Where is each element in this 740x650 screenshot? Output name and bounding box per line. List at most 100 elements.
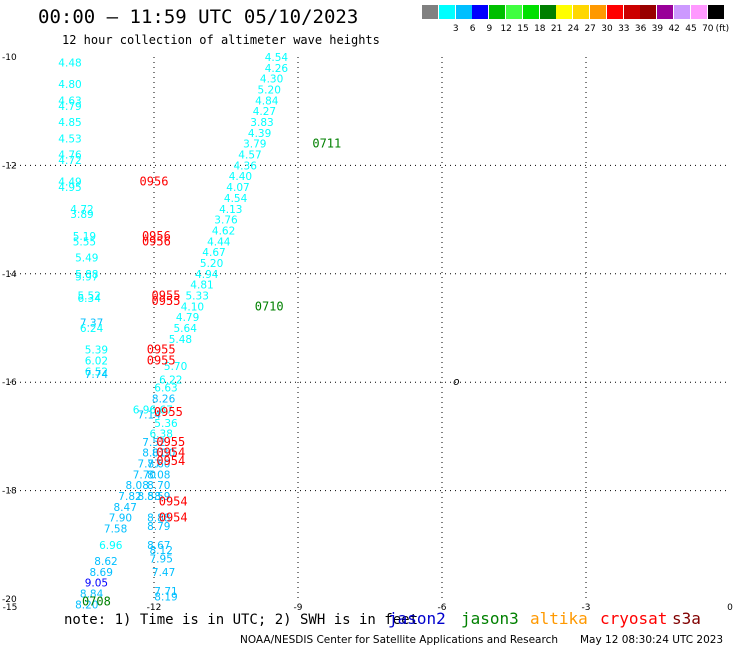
wave-height-value: 4.80	[58, 79, 81, 91]
legend-label: 9	[486, 24, 493, 34]
wave-height-value: 8.08	[126, 480, 149, 492]
wave-height-value: 4.62	[212, 225, 235, 237]
wave-height-value: 4.10	[181, 301, 204, 313]
wave-height-value: 5.52	[78, 290, 101, 302]
wave-height-value: 4.26	[265, 63, 289, 75]
wave-height-value: 4.76	[58, 150, 82, 162]
wave-height-value: 8.79	[147, 521, 170, 533]
legend-swatch	[522, 5, 539, 19]
legend-swatch	[422, 5, 438, 19]
x-tick-label: -15	[3, 603, 18, 613]
wave-height-value: 8.58	[138, 491, 161, 503]
legend-swatch	[539, 5, 556, 19]
wave-height-value: 3.89	[70, 209, 93, 221]
wave-height-value: 7.74	[85, 369, 109, 381]
satellite-cryosat: cryosat	[600, 609, 668, 628]
legend-swatch	[707, 5, 724, 19]
wave-height-value: 8.19	[154, 591, 177, 603]
wave-height-value: 6.96	[99, 540, 123, 552]
wave-height-value: 8.01	[142, 448, 165, 460]
wave-height-value: 4.57	[238, 150, 261, 162]
legend-label: 6	[469, 24, 476, 34]
wave-height-value: 6.38	[150, 429, 173, 441]
wave-height-value: 8.88	[147, 513, 170, 525]
wave-height-value: 4.36	[234, 160, 258, 172]
wave-height-value: 6.96	[133, 404, 157, 416]
wave-height-value: 4.39	[248, 128, 271, 140]
pass-time-label: 0954	[156, 446, 185, 460]
wave-height-value: 8.47	[114, 502, 137, 514]
x-tick-label: -6	[438, 603, 447, 613]
wave-height-value: 3.83	[250, 117, 273, 129]
wave-height-value: 5.20	[258, 85, 281, 97]
pass-time-label: 0955	[152, 288, 181, 302]
wave-height-value: 5.33	[186, 290, 209, 302]
pass-time-label: 0955	[154, 405, 183, 419]
wave-height-value: 6.22	[159, 374, 182, 386]
wave-height-value: 5.55	[73, 236, 96, 248]
legend-label: 21	[550, 24, 563, 34]
wave-height-value: 4.84	[255, 95, 279, 107]
legend-swatch	[489, 5, 506, 19]
satellite-jason2: jason2	[388, 609, 446, 628]
wave-height-value: 5.36	[154, 418, 178, 430]
wave-height-value: 8.20	[75, 599, 98, 611]
wave-height-value: 8.67	[147, 540, 170, 552]
wave-height-value: 8.70	[147, 480, 170, 492]
legend-swatch	[657, 5, 674, 19]
wave-height-value: 8.62	[94, 556, 117, 568]
wave-height-value: 7.71	[154, 586, 177, 598]
wave-height-value: 5.48	[169, 334, 192, 346]
wave-height-value: 4.54	[265, 52, 289, 64]
legend-label: 18	[534, 24, 546, 34]
wave-height-value: 4.95	[58, 182, 81, 194]
wave-height-value: 5.20	[200, 258, 223, 270]
wave-height-value: 8.69	[90, 567, 113, 579]
pass-time-label: 0711	[312, 137, 341, 151]
map-subtitle: 12 hour collection of altimeter wave hei…	[62, 33, 380, 47]
pass-time-label: 0710	[255, 299, 284, 313]
wave-height-value: 6.02	[85, 356, 108, 368]
wave-height-value: 5.19	[73, 231, 96, 243]
y-tick-label: -10	[2, 53, 17, 63]
wave-height-value: 4.07	[226, 182, 249, 194]
wave-height-value: 3.79	[243, 139, 266, 151]
y-tick-label: -20	[2, 595, 17, 605]
wave-height-value: 7.87	[138, 459, 161, 471]
wave-height-value: 5.88	[75, 269, 98, 281]
wave-height-value: 7.58	[104, 524, 127, 536]
legend-swatch	[690, 5, 707, 19]
wave-height-value: 7.14	[138, 410, 162, 422]
pass-time-label: 0956	[142, 234, 171, 248]
wave-height-value: 5.49	[75, 253, 98, 265]
pass-time-label: 0954	[159, 494, 188, 508]
pass-time-label: 0955	[147, 354, 176, 368]
legend-label: 12	[500, 24, 512, 34]
wave-height-value: 4.44	[207, 236, 231, 248]
legend-label: 45	[685, 24, 697, 34]
wave-height-value: 8.84	[80, 589, 104, 601]
wave-height-value: 4.63	[58, 95, 81, 107]
generated-timestamp: May 12 08:30:24 UTC 2023	[580, 634, 724, 646]
wave-height-value: 5.39	[85, 345, 108, 357]
wave-height-value: 4.67	[202, 247, 225, 259]
y-tick-label: -12	[2, 161, 17, 171]
pass-time-label: 0956	[140, 175, 169, 189]
wave-height-value: 7.37	[80, 318, 103, 330]
wave-height-value: 6.34	[78, 293, 102, 305]
satellite-altika: altika	[530, 609, 588, 628]
wave-height-value: 9.05	[85, 578, 108, 590]
wave-height-value: 4.48	[58, 57, 81, 69]
legend-label: 24	[567, 24, 580, 34]
satellite-s3a: s3a	[672, 609, 701, 628]
wave-height-value: 4.72	[58, 155, 81, 167]
map-title: 00:00 – 11:59 UTC 05/10/2023	[38, 6, 359, 28]
y-tick-label: -16	[2, 378, 17, 388]
wave-height-value: 7.90	[109, 513, 132, 525]
wave-height-value: 8.59	[147, 491, 170, 503]
wave-height-value: 7.52	[142, 437, 165, 449]
wave-height-value: 4.40	[229, 171, 252, 183]
legend-swatch	[606, 5, 623, 19]
pass-time-label: 0955	[152, 294, 181, 308]
